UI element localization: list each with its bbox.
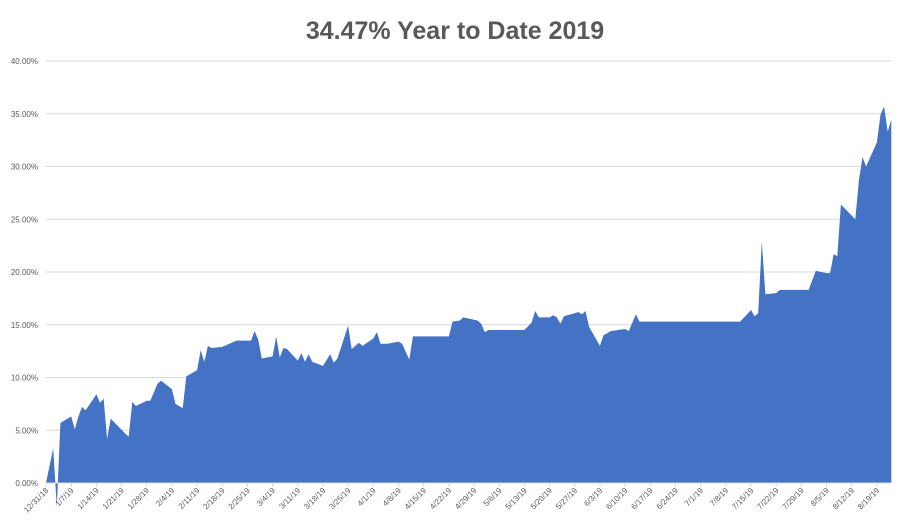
y-tick-label: 20.00% bbox=[11, 268, 38, 277]
x-tick-label: 4/1/19 bbox=[356, 486, 378, 508]
x-tick-label: 5/20/19 bbox=[529, 486, 555, 512]
y-tick-label: 5.00% bbox=[15, 426, 38, 435]
x-tick-label: 12/31/18 bbox=[22, 486, 51, 515]
y-tick-label: 0.00% bbox=[15, 479, 38, 488]
x-tick-label: 3/25/19 bbox=[327, 486, 353, 512]
x-tick-label: 7/29/19 bbox=[781, 486, 807, 512]
x-tick-label: 2/4/19 bbox=[154, 486, 176, 508]
x-tick-label: 6/24/19 bbox=[655, 486, 681, 512]
x-tick-label: 3/4/19 bbox=[255, 486, 277, 508]
y-tick-label: 30.00% bbox=[11, 163, 38, 172]
x-tick-label: 6/10/19 bbox=[604, 486, 630, 512]
x-tick-label: 7/8/19 bbox=[708, 486, 730, 508]
x-tick-label: 3/18/19 bbox=[302, 486, 328, 512]
x-tick-label: 1/14/19 bbox=[76, 486, 102, 512]
x-tick-label: 2/11/19 bbox=[177, 486, 202, 511]
x-tick-label: 1/21/19 bbox=[101, 486, 127, 512]
x-tick-label: 6/17/19 bbox=[629, 486, 655, 512]
y-tick-label: 10.00% bbox=[11, 374, 38, 383]
chart-title: 34.47% Year to Date 2019 bbox=[306, 17, 604, 45]
x-tick-label: 4/22/19 bbox=[428, 486, 454, 512]
x-tick-label: 7/15/19 bbox=[730, 486, 756, 512]
x-tick-label: 7/22/19 bbox=[755, 486, 781, 512]
y-tick-label: 15.00% bbox=[11, 321, 38, 330]
x-tick-label: 6/3/19 bbox=[582, 486, 604, 508]
y-tick-label: 35.00% bbox=[11, 110, 38, 119]
ytd-return-area bbox=[46, 106, 892, 508]
y-tick-label: 40.00% bbox=[11, 57, 38, 66]
x-tick-label: 4/29/19 bbox=[453, 486, 479, 512]
x-tick-label: 4/15/19 bbox=[403, 486, 429, 512]
x-tick-label: 8/19/19 bbox=[856, 486, 882, 512]
x-tick-label: 5/27/19 bbox=[554, 486, 580, 512]
x-axis-labels: 12/31/18 1/7/19 1/14/19 1/21/19 1/28/19 2/4/1… bbox=[22, 483, 882, 514]
x-tick-label: 3/11/19 bbox=[277, 486, 302, 511]
x-tick-label: 8/5/19 bbox=[809, 486, 831, 508]
x-tick-label: 2/25/19 bbox=[227, 486, 253, 512]
x-tick-label: 7/1/19 bbox=[683, 486, 705, 508]
x-tick-label: 4/8/19 bbox=[381, 486, 403, 508]
y-axis-labels: 0.00% 5.00% 10.00% 15.00% 20.00% 25.00% 30.00%… bbox=[11, 57, 38, 488]
y-tick-label: 25.00% bbox=[11, 215, 38, 224]
x-tick-label: 1/28/19 bbox=[126, 486, 152, 512]
x-tick-label: 8/12/19 bbox=[831, 486, 857, 512]
x-tick-label: 2/18/19 bbox=[201, 486, 227, 512]
x-tick-label: 5/13/19 bbox=[504, 486, 530, 512]
x-tick-label: 5/6/19 bbox=[482, 486, 504, 508]
